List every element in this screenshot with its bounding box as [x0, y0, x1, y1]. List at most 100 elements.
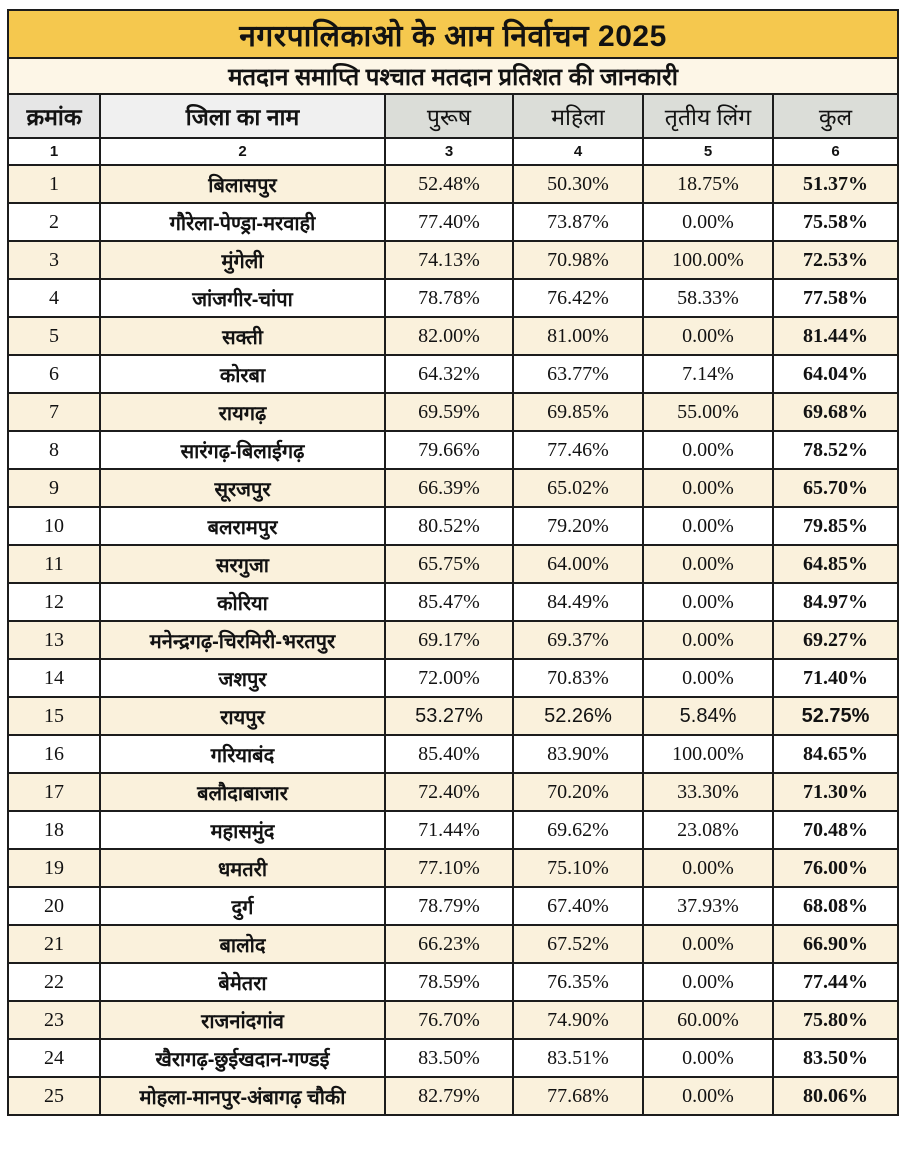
- table-row: 12 कोरिया 85.47% 84.49% 0.00% 84.97%: [7, 582, 900, 622]
- third-gender-cell: 100.00%: [642, 240, 774, 280]
- total-cell: 77.44%: [771, 962, 900, 1002]
- third-gender-cell: 0.00%: [642, 924, 774, 964]
- third-gender-cell: 0.00%: [642, 468, 774, 508]
- column-number-1: 1: [7, 137, 101, 166]
- female-cell: 83.90%: [512, 734, 644, 774]
- table-row: 23 राजनांदगांव 76.70% 74.90% 60.00% 75.80%: [7, 1000, 900, 1040]
- female-cell: 67.40%: [512, 886, 644, 926]
- female-cell: 76.42%: [512, 278, 644, 318]
- total-cell: 72.53%: [771, 240, 900, 280]
- total-cell: 65.70%: [771, 468, 900, 508]
- serial-cell: 23: [7, 1000, 101, 1040]
- third-gender-cell: 23.08%: [642, 810, 774, 850]
- title-row: नगरपालिकाओ के आम निर्वाचन 2025: [6, 9, 900, 59]
- male-cell: 74.13%: [384, 240, 514, 280]
- column-number-5: 5: [642, 137, 774, 166]
- male-cell: 69.17%: [384, 620, 514, 660]
- total-cell: 84.65%: [771, 734, 900, 774]
- district-cell: जशपुर: [99, 658, 386, 698]
- column-header-total: कुल: [771, 93, 900, 139]
- total-cell: 80.06%: [771, 1076, 900, 1116]
- total-cell: 64.04%: [771, 354, 900, 394]
- female-cell: 69.85%: [512, 392, 644, 432]
- district-cell: मनेन्द्रगढ़-चिरमिरी-भरतपुर: [99, 620, 386, 660]
- table-row: 2 गौरेला-पेण्ड्रा-मरवाही 77.40% 73.87% 0.00%…: [7, 202, 900, 242]
- serial-cell: 13: [7, 620, 101, 660]
- serial-cell: 16: [7, 734, 101, 774]
- column-header-male: पुरूष: [384, 93, 514, 139]
- male-cell: 71.44%: [384, 810, 514, 850]
- total-cell: 71.30%: [771, 772, 900, 812]
- total-cell: 51.37%: [771, 164, 900, 204]
- serial-cell: 2: [7, 202, 101, 242]
- subtitle-row: मतदान समाप्ति पश्चात मतदान प्रतिशत की जा…: [6, 57, 900, 95]
- male-cell: 52.48%: [384, 164, 514, 204]
- table-body: 1 बिलासपुर 52.48% 50.30% 18.75% 51.37% 2 गौरेला…: [7, 164, 900, 1116]
- table-row: 21 बालोद 66.23% 67.52% 0.00% 66.90%: [7, 924, 900, 964]
- male-cell: 72.00%: [384, 658, 514, 698]
- male-cell: 78.78%: [384, 278, 514, 318]
- female-cell: 70.83%: [512, 658, 644, 698]
- column-number-3: 3: [384, 137, 514, 166]
- table-row: 18 महासमुंद 71.44% 69.62% 23.08% 70.48%: [7, 810, 900, 850]
- third-gender-cell: 33.30%: [642, 772, 774, 812]
- district-cell: गरियाबंद: [99, 734, 386, 774]
- male-cell: 82.79%: [384, 1076, 514, 1116]
- district-cell: मुंगेली: [99, 240, 386, 280]
- total-cell: 81.44%: [771, 316, 900, 356]
- column-header-female: महिला: [512, 93, 644, 139]
- total-cell: 69.68%: [771, 392, 900, 432]
- district-cell: कोरिया: [99, 582, 386, 622]
- serial-cell: 3: [7, 240, 101, 280]
- third-gender-cell: 0.00%: [642, 202, 774, 242]
- female-cell: 83.51%: [512, 1038, 644, 1078]
- table-row: 14 जशपुर 72.00% 70.83% 0.00% 71.40%: [7, 658, 900, 698]
- serial-cell: 11: [7, 544, 101, 584]
- serial-cell: 14: [7, 658, 101, 698]
- district-cell: राजनांदगांव: [99, 1000, 386, 1040]
- third-gender-cell: 55.00%: [642, 392, 774, 432]
- male-cell: 85.47%: [384, 582, 514, 622]
- serial-cell: 10: [7, 506, 101, 546]
- female-cell: 84.49%: [512, 582, 644, 622]
- column-header-third-gender: तृतीय लिंग: [642, 93, 774, 139]
- page-title: नगरपालिकाओ के आम निर्वाचन 2025: [6, 9, 900, 59]
- table-row: 9 सूरजपुर 66.39% 65.02% 0.00% 65.70%: [7, 468, 900, 508]
- male-cell: 64.32%: [384, 354, 514, 394]
- district-cell: बालोद: [99, 924, 386, 964]
- female-cell: 77.68%: [512, 1076, 644, 1116]
- district-cell: रायगढ़: [99, 392, 386, 432]
- serial-cell: 21: [7, 924, 101, 964]
- serial-cell: 9: [7, 468, 101, 508]
- column-number-6: 6: [771, 137, 900, 166]
- female-cell: 70.98%: [512, 240, 644, 280]
- male-cell: 82.00%: [384, 316, 514, 356]
- serial-cell: 1: [7, 164, 101, 204]
- district-cell: जांजगीर-चांपा: [99, 278, 386, 318]
- total-cell: 75.58%: [771, 202, 900, 242]
- serial-cell: 5: [7, 316, 101, 356]
- third-gender-cell: 60.00%: [642, 1000, 774, 1040]
- serial-cell: 22: [7, 962, 101, 1002]
- male-cell: 83.50%: [384, 1038, 514, 1078]
- page-subtitle: मतदान समाप्ति पश्चात मतदान प्रतिशत की जा…: [6, 57, 900, 95]
- female-cell: 69.62%: [512, 810, 644, 850]
- table-row: 20 दुर्ग 78.79% 67.40% 37.93% 68.08%: [7, 886, 900, 926]
- district-cell: बलौदाबाजार: [99, 772, 386, 812]
- serial-cell: 7: [7, 392, 101, 432]
- serial-cell: 25: [7, 1076, 101, 1116]
- female-cell: 81.00%: [512, 316, 644, 356]
- serial-cell: 4: [7, 278, 101, 318]
- serial-cell: 12: [7, 582, 101, 622]
- district-cell: सक्ती: [99, 316, 386, 356]
- male-cell: 79.66%: [384, 430, 514, 470]
- table-row: 15 रायपुर 53.27% 52.26% 5.84% 52.75%: [7, 696, 900, 736]
- table-row: 1 बिलासपुर 52.48% 50.30% 18.75% 51.37%: [7, 164, 900, 204]
- third-gender-cell: 7.14%: [642, 354, 774, 394]
- total-cell: 71.40%: [771, 658, 900, 698]
- column-header-district: जिला का नाम: [99, 93, 386, 139]
- female-cell: 50.30%: [512, 164, 644, 204]
- female-cell: 69.37%: [512, 620, 644, 660]
- column-number-row: 1 2 3 4 5 6: [7, 137, 900, 166]
- total-cell: 84.97%: [771, 582, 900, 622]
